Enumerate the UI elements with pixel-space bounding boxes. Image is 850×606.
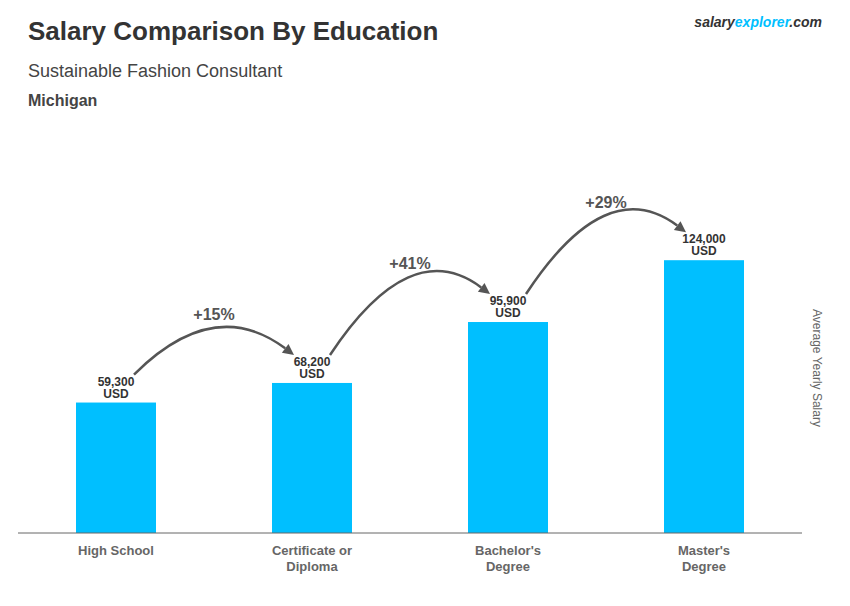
svg-text:Bachelor'sDegree: Bachelor'sDegree	[475, 543, 541, 574]
html-text:Salary Comparison By Education: Salary Comparison By Education	[28, 16, 439, 46]
svg-text:High School: High School	[78, 543, 154, 558]
html-text:Michigan: Michigan	[28, 92, 98, 109]
html-text:salary explorer.com: salary explorer.com	[694, 14, 822, 30]
svg-text:Average Yearly Salary: Average Yearly Salary	[810, 309, 824, 427]
svg-text:68,200USD: 68,200USD	[294, 355, 331, 381]
svg-text:Certificate orDiploma: Certificate orDiploma	[272, 543, 352, 574]
svg-text:+15%: +15%	[193, 306, 234, 323]
svg-text:+41%: +41%	[389, 255, 430, 272]
svg-text:59,300USD: 59,300USD	[98, 375, 135, 401]
html-text:Sustainable Fashion Consultant: Sustainable Fashion Consultant	[28, 61, 283, 81]
svg-text:95,900USD: 95,900USD	[490, 294, 527, 320]
svg-text:Master'sDegree: Master'sDegree	[678, 543, 730, 574]
svg-text:124,000USD: 124,000USD	[682, 232, 726, 258]
svg-text:+29%: +29%	[585, 194, 626, 211]
